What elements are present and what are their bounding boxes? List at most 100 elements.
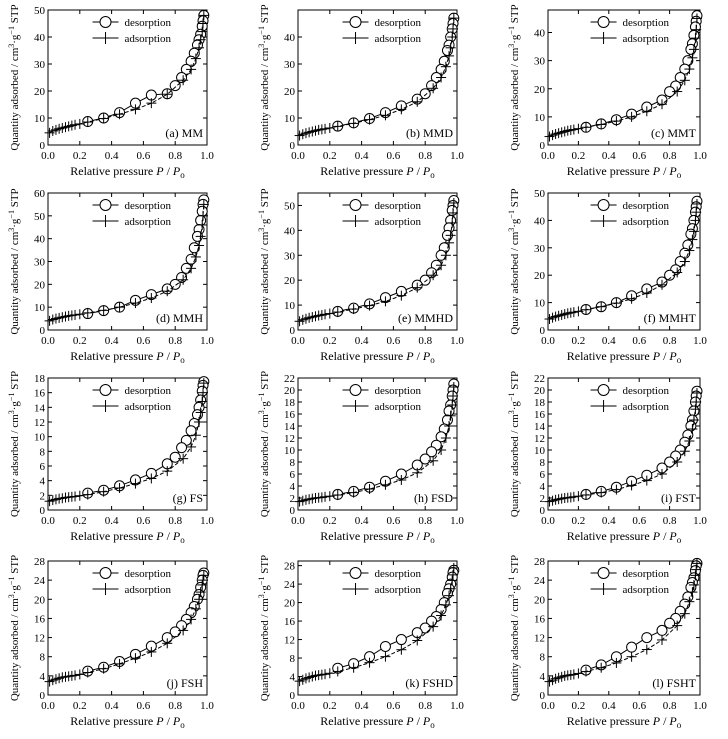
adsorption-point xyxy=(194,42,205,53)
adsorption-point xyxy=(74,490,85,501)
adsorption-point xyxy=(348,304,359,315)
adsorption-point xyxy=(688,415,699,425)
adsorption-point xyxy=(195,587,206,598)
adsorption-point xyxy=(74,669,85,680)
adsorption-point xyxy=(611,298,622,309)
adsorption-point xyxy=(198,570,209,581)
legend-label: adsorption xyxy=(375,401,422,413)
x-tick-label: 0.6 xyxy=(137,335,151,347)
chart-panel: 0.0 0.2 0.4 0.6 0.8 1.0 0 10 20 30 40 50 60 Relative … xyxy=(7,188,214,365)
y-tick-label: 14 xyxy=(34,402,46,414)
adsorption-point xyxy=(672,86,683,97)
adsorption-point xyxy=(98,305,109,316)
x-tick-label: 0.6 xyxy=(137,150,151,162)
plot-frame xyxy=(547,377,701,511)
y-tick-label: 10 xyxy=(534,445,546,457)
legend-marker-circle xyxy=(597,199,610,211)
adsorption-point xyxy=(114,658,125,669)
adsorption-point xyxy=(114,109,125,120)
y-tick-label: 0 xyxy=(540,140,546,152)
plot-frame xyxy=(297,9,458,146)
legend-marker-circle xyxy=(349,199,362,211)
adsorption-point xyxy=(70,309,81,320)
legend-marker-circle xyxy=(597,384,610,396)
x-tick-label: 0.8 xyxy=(418,150,432,162)
adsorption-point xyxy=(679,608,690,619)
y-tick-label: 12 xyxy=(34,633,45,645)
adsorption-point xyxy=(332,490,343,500)
x-tick-label: 0.8 xyxy=(663,700,677,712)
adsorption-point xyxy=(320,491,331,502)
adsorption-point xyxy=(672,267,683,278)
x-tick-label: 0.2 xyxy=(572,515,586,527)
x-tick-label: 0.6 xyxy=(632,700,646,712)
y-tick-label: 30 xyxy=(284,59,296,71)
adsorption-point xyxy=(611,484,622,495)
adsorption-point xyxy=(448,391,459,401)
adsorption-point xyxy=(186,263,197,274)
x-tick-label: 0.4 xyxy=(602,515,616,527)
adsorption-point xyxy=(146,98,157,109)
adsorption-point xyxy=(568,307,579,318)
y-tick-label: 0 xyxy=(290,325,296,337)
panel-label: (i) FST xyxy=(661,491,697,505)
x-tick-label: 1.0 xyxy=(450,335,464,347)
legend-label: desorption xyxy=(375,200,422,212)
y-tick-label: 8 xyxy=(290,653,296,665)
adsorption-point xyxy=(448,13,459,24)
x-tick-label: 0.0 xyxy=(541,150,555,162)
adsorption-point xyxy=(324,122,335,133)
adsorption-point xyxy=(380,110,391,121)
x-tick-label: 0.8 xyxy=(418,335,432,347)
adsorption-point xyxy=(130,298,141,309)
x-tick-label: 0.0 xyxy=(41,335,55,347)
y-tick-label: 18 xyxy=(284,397,296,409)
desorption-point xyxy=(426,446,438,458)
adsorption-point xyxy=(412,467,423,478)
y-tick-label: 18 xyxy=(534,397,546,409)
desorption-point xyxy=(688,405,700,417)
y-tick-label: 40 xyxy=(534,28,546,40)
x-tick-label: 0.8 xyxy=(418,515,432,527)
y-tick-label: 4 xyxy=(540,671,546,683)
panel-label: (j) FSH xyxy=(167,676,204,690)
adsorption-point xyxy=(596,119,607,130)
adsorption-point xyxy=(178,625,189,636)
adsorption-point xyxy=(198,210,209,221)
adsorption-point xyxy=(197,219,208,230)
x-tick-label: 0.8 xyxy=(663,150,677,162)
adsorption-point xyxy=(198,378,209,389)
adsorption-point xyxy=(440,433,451,443)
y-tick-label: 40 xyxy=(34,234,46,246)
x-tick-label: 0.6 xyxy=(387,150,401,162)
x-tick-label: 1.0 xyxy=(200,515,214,527)
chart-panel: 0.0 0.2 0.4 0.6 0.8 1.0 0 10 20 30 40 Relative pres… xyxy=(507,4,707,180)
x-tick-label: 0.6 xyxy=(137,700,151,712)
adsorption-point xyxy=(162,89,173,100)
y-tick-label: 18 xyxy=(34,373,46,385)
plot-frame xyxy=(47,9,208,146)
adsorption-point xyxy=(447,32,458,42)
adsorption-point xyxy=(436,260,447,271)
adsorption-point xyxy=(70,491,81,502)
adsorption-point xyxy=(581,666,591,677)
y-tick-label: 8 xyxy=(290,457,296,469)
adsorption-point xyxy=(380,479,391,490)
x-tick-label: 1.0 xyxy=(450,700,464,712)
adsorption-point xyxy=(684,596,695,607)
y-tick-label: 0 xyxy=(40,690,46,702)
legend-marker-circle xyxy=(99,199,112,211)
legend-label: adsorption xyxy=(125,33,172,45)
y-tick-label: 14 xyxy=(284,421,296,433)
x-axis-label: Relative pressure P / Po xyxy=(320,714,435,730)
adsorption-point xyxy=(611,657,622,668)
adsorption-point xyxy=(691,13,702,24)
chart-panel: 0.0 0.2 0.4 0.6 0.8 1.0 0 10 20 30 40 50 Relative pr… xyxy=(507,188,707,365)
adsorption-point xyxy=(690,570,701,581)
x-tick-label: 0.2 xyxy=(73,335,87,347)
adsorption-point xyxy=(657,279,667,290)
panel-label: (k) FSHD xyxy=(405,676,453,690)
y-tick-label: 6 xyxy=(40,461,46,473)
